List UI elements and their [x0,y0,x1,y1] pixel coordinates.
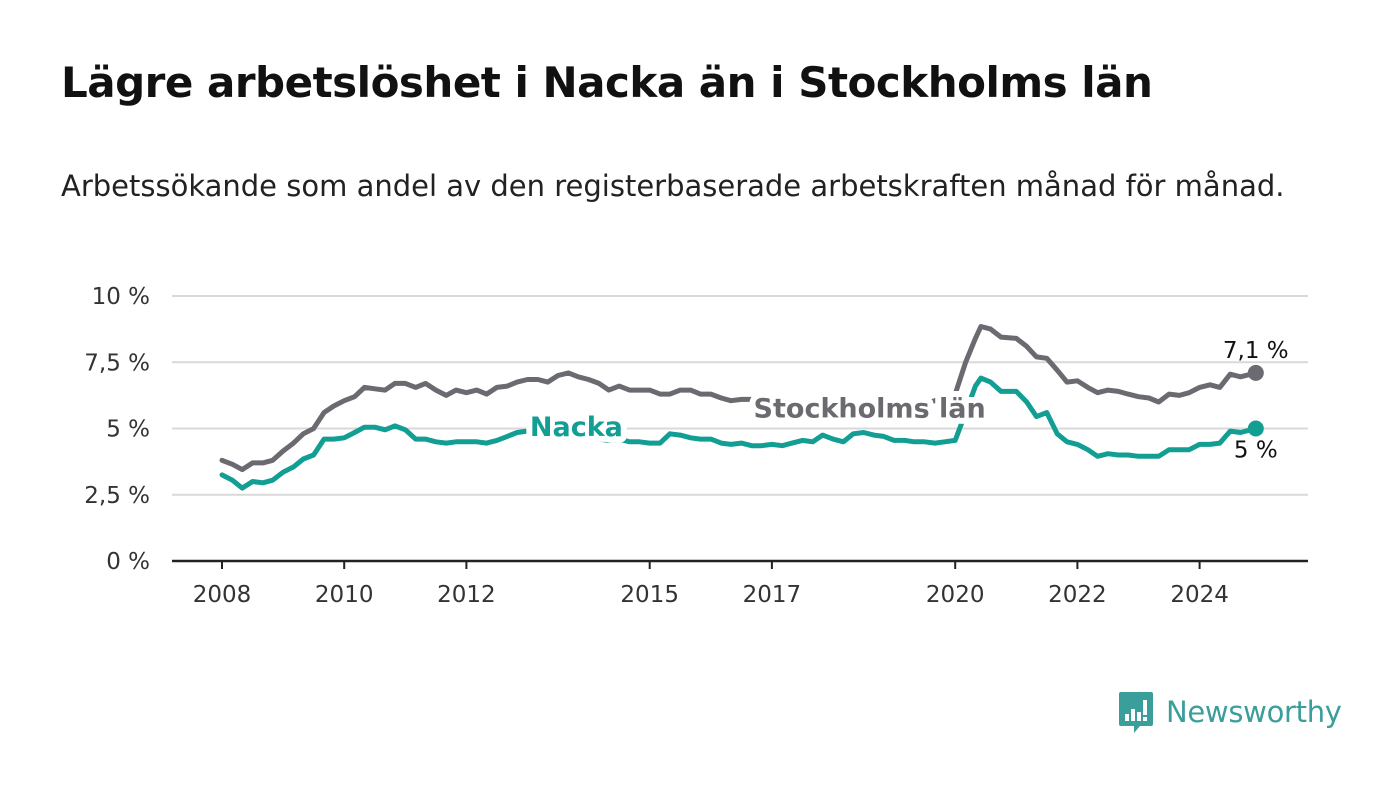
y-tick-label: 7,5 % [84,350,150,376]
series-name-label: Stockholms län [754,394,986,425]
series-end-marker [1247,420,1264,437]
series-lines [219,324,1264,491]
brand-name: Newsworthy [1166,695,1342,729]
y-tick-label: 10 % [92,284,150,310]
series-line-stockholms-lan [219,324,1259,473]
series-annotations: 7,1 % 5 % Nacka Stockholms län [524,338,1289,464]
series-line-nacka [219,375,1259,491]
chart-title: Lägre arbetslöshet i Nacka än i Stockhol… [61,58,1153,107]
newsworthy-logo: Newsworthy [1118,690,1342,734]
x-axis: 2008 2010 2012 2015 2017 2020 2022 2024 [172,559,1308,608]
newsworthy-logo-icon [1119,692,1153,733]
x-tick-label: 2024 [1170,582,1229,608]
x-tick-label: 2022 [1048,582,1107,608]
x-tick-label: 2020 [926,582,985,608]
y-tick-label: 2,5 % [84,483,150,509]
x-tick-label: 2010 [315,582,374,608]
x-tick-label: 2012 [437,582,496,608]
gridlines [172,295,1308,496]
chart-subtitle: Arbetssökande som andel av den registerb… [61,169,1285,203]
y-tick-label: 5 % [106,417,150,443]
x-tick-label: 2017 [743,582,802,608]
series-end-label: 7,1 % [1223,338,1289,364]
x-tick-label: 2008 [193,582,252,608]
x-tick-label: 2015 [620,582,679,608]
series-end-marker [1247,364,1264,381]
y-tick-label: 0 % [106,549,150,575]
y-axis-tick-labels: 0 % 2,5 % 5 % 7,5 % 10 % [84,284,150,575]
series-end-label: 5 % [1234,438,1278,464]
series-name-label: Nacka [530,412,623,443]
